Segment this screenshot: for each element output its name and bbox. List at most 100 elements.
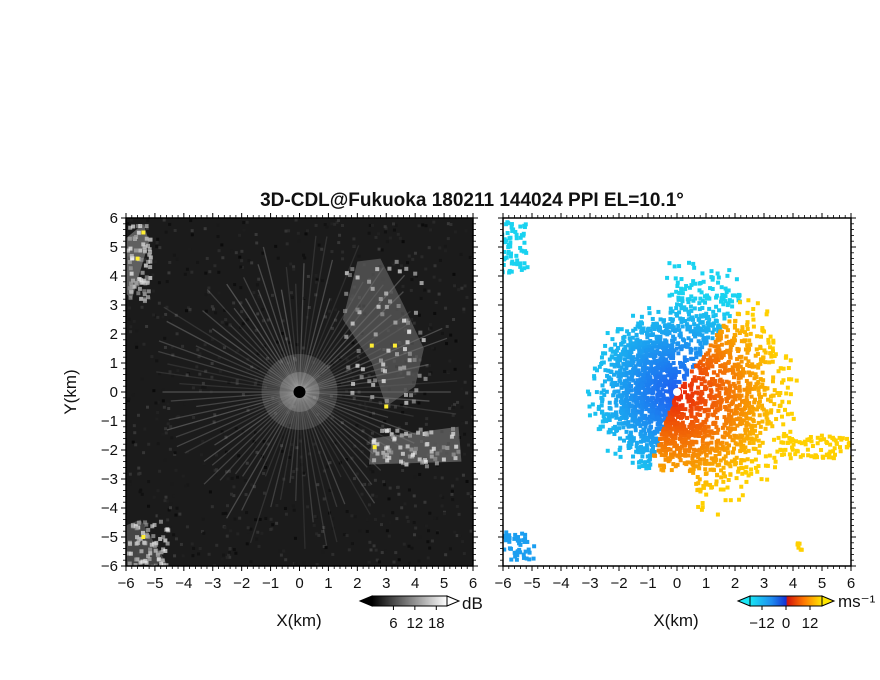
velocity-pixel	[719, 468, 724, 473]
velocity-pixel	[694, 429, 699, 434]
noise-pixel	[252, 440, 256, 444]
velocity-pixel	[700, 320, 705, 325]
velocity-patch-pixel	[513, 229, 518, 234]
noise-pixel	[448, 406, 452, 410]
velocity-patch-pixel	[509, 269, 514, 274]
velocity-pixel	[718, 441, 723, 446]
velocity-pixel	[728, 472, 733, 477]
velocity-pixel	[635, 324, 640, 329]
velocity-pixel	[778, 366, 783, 371]
cloud-pixel	[402, 318, 407, 323]
velocity-pixel	[720, 425, 725, 430]
cloud-pixel	[132, 235, 137, 240]
velocity-pixel	[747, 401, 752, 406]
cloud-pixel	[380, 367, 385, 372]
velocity-pixel	[758, 361, 763, 366]
noise-pixel	[365, 518, 369, 522]
velocity-pixel	[652, 360, 657, 365]
velocity-pixel	[721, 382, 726, 387]
noise-pixel	[452, 272, 456, 276]
velocity-pixel	[695, 475, 700, 480]
velocity-pixel	[744, 436, 749, 441]
noise-pixel	[295, 343, 299, 347]
cloud-pixel	[451, 452, 456, 457]
velocity-pixel	[641, 328, 646, 333]
noise-pixel	[228, 555, 232, 559]
noise-pixel	[364, 402, 368, 406]
velocity-pixel	[634, 397, 639, 402]
noise-pixel	[453, 403, 457, 407]
velocity-patch-pixel	[507, 536, 512, 541]
noise-pixel	[297, 351, 301, 355]
velocity-patch-pixel	[798, 454, 803, 459]
noise-pixel	[456, 339, 460, 343]
noise-pixel	[132, 319, 136, 323]
ray	[203, 391, 300, 462]
cloud-pixel	[404, 462, 409, 467]
noise-pixel	[172, 533, 176, 537]
noise-pixel	[357, 254, 361, 258]
colorbar-tick-label: −12	[749, 615, 774, 632]
noise-pixel	[401, 564, 405, 566]
velocity-pixel	[702, 449, 707, 454]
velocity-pixel	[698, 412, 703, 417]
velocity-pixel	[738, 439, 743, 444]
velocity-pixel	[705, 447, 710, 452]
velocity-pixel	[647, 311, 652, 316]
velocity-pixel	[679, 415, 684, 420]
x-tick-label: −4	[175, 575, 192, 592]
velocity-pixel	[659, 467, 664, 472]
cloud-pixel	[137, 286, 142, 291]
noise-pixel	[306, 274, 310, 278]
noise-pixel	[331, 517, 335, 521]
ray	[156, 371, 300, 393]
y-tick-label: −1	[101, 413, 118, 430]
ray	[219, 391, 300, 481]
cloud-pixel	[147, 557, 152, 562]
noise-pixel	[157, 281, 161, 285]
ray	[226, 391, 301, 519]
noise-pixel	[335, 220, 339, 224]
velocity-pixel	[695, 350, 700, 355]
velocity-pixel	[618, 355, 623, 360]
velocity-pixel	[708, 380, 713, 385]
cloud-pixel	[142, 245, 147, 250]
velocity-pixel	[652, 429, 657, 434]
velocity-pixel	[646, 428, 651, 433]
noise-pixel	[264, 466, 268, 470]
ray	[280, 289, 301, 393]
noise-pixel	[242, 221, 246, 225]
velocity-pixel	[762, 385, 767, 390]
velocity-pixel	[596, 427, 601, 432]
noise-pixel	[365, 402, 369, 406]
velocity-pixel	[714, 348, 719, 353]
velocity-pixel	[750, 312, 755, 317]
noise-pixel	[403, 502, 407, 506]
velocity-pixel	[727, 390, 732, 395]
velocity-pixel	[728, 434, 733, 439]
noise-pixel	[173, 451, 177, 455]
velocity-pixel	[713, 313, 718, 318]
velocity-pixel	[706, 408, 711, 413]
velocity-patch-pixel	[521, 233, 526, 238]
noise-pixel	[375, 558, 379, 562]
velocity-pixel	[639, 314, 644, 319]
noise-pixel	[207, 290, 211, 294]
noise-pixel	[230, 476, 234, 480]
noise-pixel	[331, 552, 335, 556]
velocity-pixel	[648, 348, 653, 353]
velocity-pixel	[673, 373, 678, 378]
noise-pixel	[329, 422, 333, 426]
velocity-pixel	[700, 443, 705, 448]
velocity-pixel	[667, 457, 672, 462]
velocity-patch-pixel	[521, 552, 526, 557]
noise-pixel	[285, 337, 289, 341]
noise-pixel	[330, 250, 334, 254]
cloud-pixel	[153, 548, 158, 553]
velocity-pixel	[624, 429, 629, 434]
velocity-pixel	[634, 420, 639, 425]
noise-pixel	[401, 240, 405, 244]
velocity-pixel	[639, 354, 644, 359]
noise-pixel	[175, 332, 179, 336]
cloud-pixel	[419, 281, 424, 286]
